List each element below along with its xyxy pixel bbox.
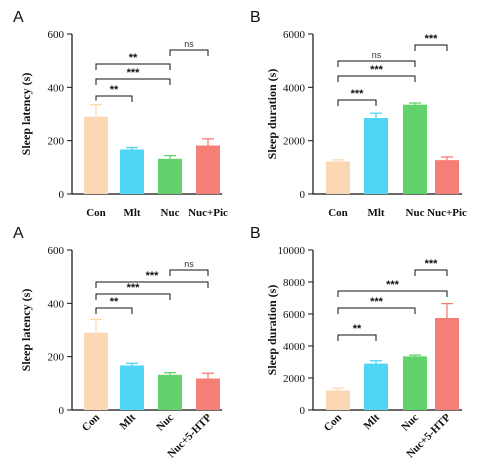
panel-letter: B: [250, 9, 261, 26]
y-tick-label: 0: [59, 405, 65, 417]
significance-label: ***: [127, 67, 141, 79]
category-label: Nuc+Pic: [427, 207, 467, 219]
bar-mlt: [364, 363, 388, 410]
y-tick-label: 200: [48, 352, 65, 364]
bar-mlt: [120, 365, 144, 410]
bar-nuc-5-htp: [435, 318, 459, 410]
y-axis-label: Sleep latency (s): [19, 73, 33, 156]
significance-label: **: [110, 296, 119, 308]
y-tick-label: 0: [300, 405, 306, 417]
significance-bracket: [414, 269, 448, 276]
category-label: Nuc: [399, 412, 421, 434]
bar-nuc: [158, 374, 182, 410]
bar-con: [84, 332, 108, 410]
category-label: Nuc+Pic: [188, 207, 228, 219]
category-label: Mlt: [123, 207, 140, 219]
significance-bracket: [337, 334, 377, 341]
bar-nuc-pic: [196, 145, 220, 194]
significance-label: **: [353, 323, 362, 335]
category-label: Mlt: [367, 207, 384, 219]
y-tick-label: 200: [48, 136, 65, 148]
significance-label: ***: [370, 296, 384, 308]
category-label: Nuc: [161, 207, 180, 219]
y-tick-label: 2000: [283, 373, 306, 385]
bar-con: [326, 161, 350, 194]
significance-bracket: [95, 293, 171, 300]
y-tick-label: 8000: [283, 277, 306, 289]
y-tick-label: 0: [59, 189, 65, 201]
significance-bracket: [95, 281, 209, 288]
y-tick-label: 4000: [283, 341, 306, 353]
category-label: Con: [86, 207, 106, 219]
y-axis-label: Sleep latency (s): [19, 289, 33, 372]
y-tick-label: 600: [48, 245, 65, 257]
bar-nuc: [158, 158, 182, 194]
significance-bracket: [169, 49, 209, 56]
y-tick-label: 400: [48, 82, 65, 94]
significance-bracket: [95, 307, 133, 314]
significance-bracket: [414, 44, 448, 51]
y-tick-label: 6000: [283, 309, 306, 321]
significance-label: ***: [146, 270, 160, 282]
category-label: Con: [322, 412, 344, 434]
category-label: Mlt: [118, 411, 139, 432]
significance-label: **: [129, 52, 138, 64]
bar-con: [84, 116, 108, 194]
y-tick-label: 6000: [283, 29, 306, 41]
y-tick-label: 2000: [283, 136, 306, 148]
chart-panel-1: A 0 200 400 600 Sleep latency (s) Con Mlt Nuc Nuc…: [13, 9, 228, 219]
y-axis-label: Sleep duration (s): [265, 285, 279, 376]
category-label: Mlt: [362, 411, 383, 432]
significance-label: ***: [425, 33, 439, 45]
bar-mlt: [120, 149, 144, 194]
significance-label: **: [110, 84, 119, 96]
panel-letter: B: [250, 225, 261, 242]
panel-letter: A: [13, 9, 24, 26]
significance-bracket: [169, 269, 209, 276]
significance-bracket: [95, 78, 171, 85]
significance-label: ***: [425, 258, 439, 270]
significance-bracket: [337, 60, 416, 67]
significance-bracket: [337, 99, 377, 106]
category-label: Nuc: [154, 412, 176, 434]
significance-bracket: [95, 95, 133, 102]
bar-nuc: [403, 104, 427, 194]
significance-label: ns: [184, 259, 194, 269]
bar-mlt: [364, 118, 388, 194]
significance-label: ns: [372, 50, 382, 60]
bar-nuc-5-htp: [196, 378, 220, 410]
y-tick-label: 4000: [283, 82, 306, 94]
significance-bracket: [337, 307, 416, 314]
y-tick-label: 10000: [278, 245, 306, 257]
chart-panel-2: B 0 2000 4000 6000 Sleep duration (s) Con Mlt Nu…: [250, 9, 467, 219]
y-tick-label: 400: [48, 298, 65, 310]
significance-bracket: [337, 290, 448, 297]
category-label: Nuc: [406, 207, 425, 219]
significance-label: ***: [386, 279, 400, 291]
category-label: Con: [328, 207, 348, 219]
chart-panel-4: B 0 2000 4000 6000 8000 10000 Sleep duration (s…: [250, 225, 462, 460]
category-label: Con: [80, 412, 102, 434]
significance-bracket: [337, 75, 416, 82]
bar-nuc: [403, 356, 427, 410]
significance-bracket: [95, 63, 171, 70]
y-tick-label: 0: [300, 189, 306, 201]
significance-label: ***: [370, 64, 384, 76]
y-axis-label: Sleep duration (s): [265, 69, 279, 160]
significance-label: ns: [184, 39, 194, 49]
bar-nuc-pic: [435, 160, 459, 194]
significance-label: ***: [127, 282, 141, 294]
panel-letter: A: [13, 225, 24, 242]
y-tick-label: 600: [48, 29, 65, 41]
bar-con: [326, 390, 350, 410]
significance-label: ***: [351, 88, 365, 100]
